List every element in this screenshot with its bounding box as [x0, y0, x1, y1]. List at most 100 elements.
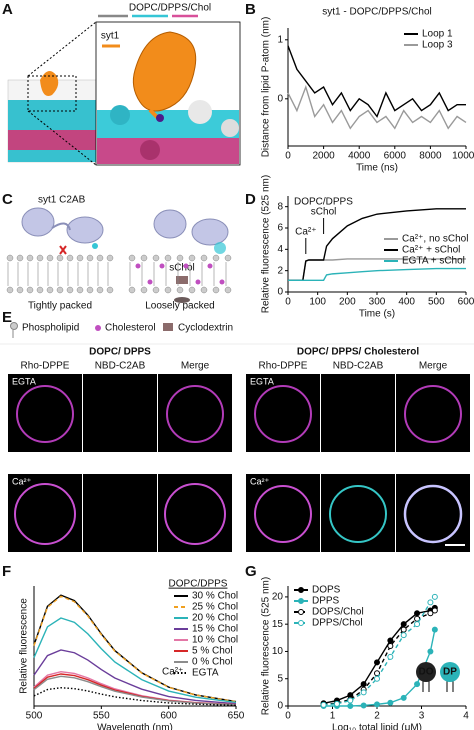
data-point [387, 653, 394, 660]
legend-label: 5 % Chol [192, 646, 233, 657]
data-point [431, 626, 438, 633]
x-axis-label: Log₁₀ total lipid (μM) [332, 723, 422, 730]
legend-marker [298, 609, 304, 615]
data-point [387, 637, 394, 644]
y-axis-label: Relative fluorescence (525 nm) [261, 577, 272, 715]
y-axis-label: Relative fluorescence [19, 598, 30, 694]
data-point [360, 681, 367, 688]
legend-label: Ca²⁺ + sChol [402, 245, 460, 256]
key-label: Cyclodextrin [178, 323, 233, 334]
x-tick-label: 8000 [419, 151, 442, 162]
panel-label: G [245, 563, 257, 580]
x-tick-label: 500 [428, 297, 445, 308]
column-label: Rho-DPPE [259, 361, 308, 372]
legend-label: DOPS/Chol [312, 607, 364, 618]
x-axis-label: Time (s) [359, 309, 395, 320]
x-tick-label: 2 [374, 711, 380, 722]
y-tick-label: 1 [277, 34, 283, 45]
legend-label: EGTA + sChol [402, 256, 465, 267]
series-line [287, 45, 466, 118]
legend-label: 10 % Chol [192, 635, 238, 646]
data-point [414, 610, 421, 617]
x-tick-label: 550 [93, 711, 110, 722]
x-tick-label: 1 [330, 711, 336, 722]
x-tick-label: 200 [339, 297, 356, 308]
panel-label: A [2, 1, 13, 18]
x-tick-label: 0 [285, 711, 291, 722]
x-tick-label: 500 [26, 711, 43, 722]
panel-c: syt1 C2AB sChol Tightly packed Loosely p… [6, 195, 233, 338]
x-tick-label: 100 [309, 297, 326, 308]
data-point [427, 599, 434, 606]
x-tick-label: 0 [285, 297, 291, 308]
data-point [414, 681, 421, 688]
x-tick-label: 4000 [348, 151, 371, 162]
data-point [360, 702, 367, 709]
y-tick-label: 6 [277, 223, 283, 234]
panel-e: DOPC/ DPPS DOPC/ DPPS/ Cholesterol Rho-D… [0, 343, 474, 552]
series-line [287, 84, 467, 130]
legend-marker [298, 598, 304, 604]
annotation: DO [419, 667, 434, 678]
state-label: Tightly packed [28, 301, 92, 312]
x-tick-label: 2000 [312, 151, 335, 162]
data-point [333, 700, 340, 707]
data-point [360, 689, 367, 696]
x-axis-label: Wavelength (nm) [97, 723, 173, 730]
legend-marker [298, 620, 304, 626]
data-point [387, 699, 394, 706]
legend-label: 25 % Chol [192, 602, 238, 613]
y-tick-label: 8 [277, 201, 283, 212]
x-axis-label: Time (ns) [356, 163, 398, 174]
y-tick-label: 15 [272, 619, 284, 630]
column-label: NBD-C2AB [95, 361, 146, 372]
row-label: Ca²⁺ [250, 476, 270, 486]
data-point [347, 697, 354, 704]
key-label: Phospholipid [22, 323, 79, 334]
column-label: NBD-C2AB [333, 361, 384, 372]
x-tick-label: 650 [228, 711, 245, 722]
x-tick-label: 3 [419, 711, 425, 722]
series-line [323, 609, 436, 706]
legend-label: 20 % Chol [192, 613, 238, 624]
data-point [400, 694, 407, 701]
x-tick-label: 300 [369, 297, 386, 308]
data-point [387, 643, 394, 649]
data-point [431, 593, 438, 600]
column-label: Rho-DPPE [21, 361, 70, 372]
membrane-legend: DOPC/DPPS/Chol [129, 3, 211, 14]
panel-label: F [2, 563, 11, 580]
x-tick-label: 6000 [384, 151, 407, 162]
legend-label: EGTA [192, 668, 219, 679]
legend-label: Ca²⁺, no sChol [402, 234, 468, 245]
data-point [400, 626, 407, 633]
legend-marker [298, 587, 304, 593]
data-point [347, 703, 354, 709]
reagent-label: sChol [169, 263, 195, 274]
series-line [33, 617, 237, 704]
x-tick-label: 400 [398, 297, 415, 308]
panel-label: D [245, 191, 256, 208]
state-label: Loosely packed [145, 301, 215, 312]
chart-title: syt1 - DOPC/DPPS/Chol [322, 7, 431, 18]
y-tick-label: 0 [277, 287, 283, 298]
series-line [33, 595, 237, 703]
data-point [400, 632, 407, 639]
legend-label: Loop 1 [422, 29, 453, 40]
series-line [323, 607, 436, 704]
series-line [288, 208, 466, 281]
y-tick-label: 20 [272, 592, 284, 603]
column-label: Merge [181, 361, 210, 372]
y-axis-label: Distance from lipid P-atom (nm) [261, 17, 272, 158]
data-point [414, 621, 421, 628]
legend-label: 0 % Chol [192, 657, 233, 668]
data-point [374, 659, 380, 666]
y-tick-label: 5 [277, 673, 283, 684]
data-point [374, 701, 380, 708]
legend-label: 15 % Chol [192, 624, 238, 635]
x-tick-label: 600 [458, 297, 474, 308]
y-tick-label: 2 [277, 265, 283, 276]
